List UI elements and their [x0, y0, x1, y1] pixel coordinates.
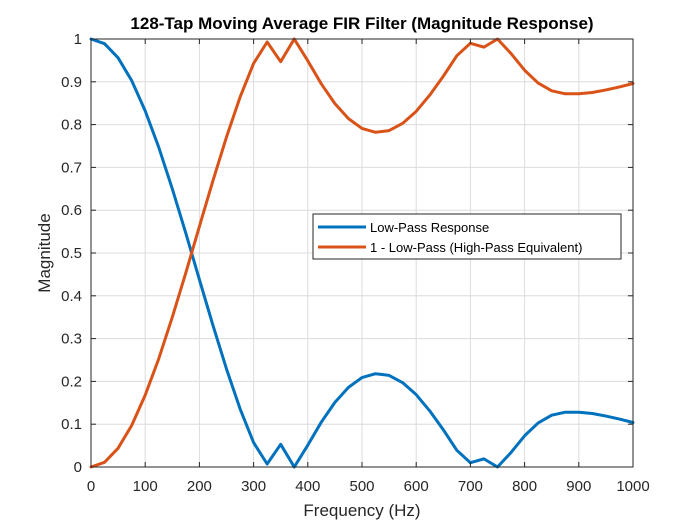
y-tick-label: 0.2: [61, 373, 82, 390]
y-tick-label: 0.1: [61, 416, 82, 433]
y-tick-label: 0.6: [61, 202, 82, 219]
y-tick-label: 0.5: [61, 245, 82, 262]
y-tick-label: 0.9: [61, 74, 82, 91]
chart-title: 128-Tap Moving Average FIR Filter (Magni…: [130, 14, 593, 33]
y-axis-label: Magnitude: [35, 213, 54, 292]
x-tick-label: 500: [349, 478, 374, 495]
y-tick-label: 1: [74, 31, 82, 48]
y-tick-label: 0.8: [61, 117, 82, 134]
x-tick-label: 1000: [616, 478, 649, 495]
series-low-pass-line: [89, 37, 635, 469]
x-tick-label: 200: [187, 478, 212, 495]
x-tick-label: 900: [566, 478, 591, 495]
y-tick-label: 0.7: [61, 159, 82, 176]
x-tick-label: 300: [241, 478, 266, 495]
x-tick-label: 800: [512, 478, 537, 495]
series-high-pass-line: [89, 37, 635, 469]
legend: Low-Pass Response 1 - Low-Pass (High-Pas…: [312, 213, 622, 260]
x-tick-label: 700: [458, 478, 483, 495]
x-tick-label: 100: [133, 478, 158, 495]
axis-ticks: 0 100 200 300 400 500 600 700 800 900 1000 0 0.1 0.2 0…: [61, 31, 650, 495]
legend-box: [312, 213, 622, 260]
y-tick-label: 0.3: [61, 331, 82, 348]
x-tick-label: 600: [404, 478, 429, 495]
x-tick-label: 0: [87, 478, 95, 495]
legend-entry-high-pass: 1 - Low-Pass (High-Pass Equivalent): [370, 240, 582, 255]
y-tick-label: 0: [74, 459, 82, 476]
x-axis-label: Frequency (Hz): [303, 501, 420, 520]
legend-entry-low-pass: Low-Pass Response: [370, 220, 489, 235]
y-tick-label: 0.4: [61, 288, 82, 305]
x-tick-label: 400: [295, 478, 320, 495]
series-lines: [89, 37, 635, 469]
